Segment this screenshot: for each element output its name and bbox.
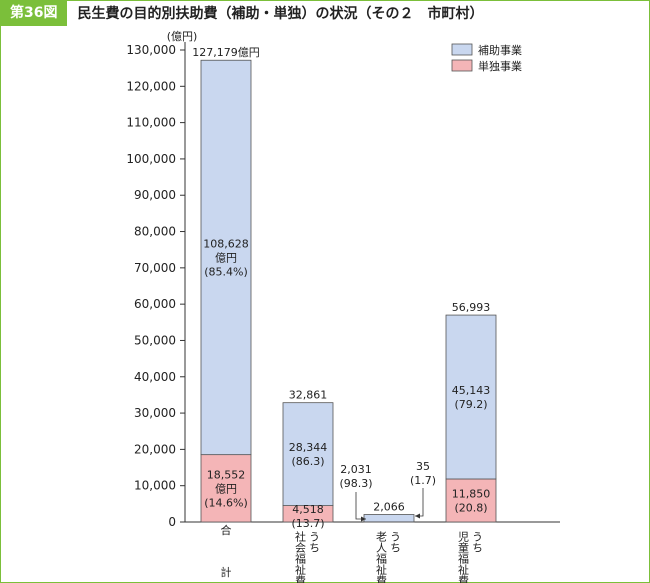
bar-subsidy-label: (79.2) xyxy=(454,398,487,411)
y-tick-label: 100,000 xyxy=(126,152,176,166)
category-label: うち xyxy=(389,531,402,553)
bar-subsidy xyxy=(200,59,252,456)
legend-label-independent: 単独事業 xyxy=(478,59,522,73)
bar-independent xyxy=(200,454,252,523)
bar-subsidy-label: 28,344 xyxy=(289,441,328,454)
y-tick-label: 80,000 xyxy=(134,225,176,239)
category-label: 合 xyxy=(221,523,232,537)
category-label: うち xyxy=(308,531,321,553)
callout-subsidy-arrow xyxy=(361,516,366,522)
callout-independent-leader xyxy=(415,488,424,517)
legend-swatch-subsidy xyxy=(451,43,473,56)
y-tick-label: 30,000 xyxy=(134,406,176,420)
bar-independent-label: 4,518 xyxy=(292,503,324,516)
y-tick-label: 60,000 xyxy=(134,297,176,311)
bar-independent-label: 億円 xyxy=(215,482,237,495)
figure-title: 民生費の目的別扶助費（補助・単独）の状況（その２ 市町村） xyxy=(77,6,484,22)
legend-label-subsidy: 補助事業 xyxy=(478,43,522,57)
callout-independent-label: 35 xyxy=(416,460,430,473)
callout-independent-arrow xyxy=(415,513,420,519)
category-label: 児童福祉費 xyxy=(457,531,470,583)
bar-independent-label: (14.6%) xyxy=(204,496,248,509)
y-tick-label: 50,000 xyxy=(134,333,176,347)
bar-subsidy xyxy=(282,402,334,506)
callout-subsidy-label: 2,031 xyxy=(340,463,372,476)
y-tick-label: 0 xyxy=(168,515,176,529)
category-label: 計 xyxy=(221,565,232,579)
figure-header: 第36図 民生費の目的別扶助費（補助・単独）の状況（その２ 市町村） xyxy=(0,0,650,26)
y-axis-unit-label: (億円) xyxy=(167,30,198,43)
y-tick-label: 70,000 xyxy=(134,261,176,275)
bar-total-label: 127,179億円 xyxy=(192,46,260,59)
y-tick-label: 130,000 xyxy=(126,43,176,57)
bar-subsidy-label: 億円 xyxy=(215,251,237,264)
bar-total-label: 56,993 xyxy=(452,301,491,314)
y-tick-label: 120,000 xyxy=(126,79,176,93)
bar-independent-label: 11,850 xyxy=(452,487,491,500)
callout-subsidy-label: (98.3) xyxy=(339,477,372,490)
bar-total-label: 32,861 xyxy=(289,389,328,402)
category-label: うち xyxy=(471,531,484,553)
bar-subsidy-label: 108,628 xyxy=(203,237,249,250)
bar-independent-label: 18,552 xyxy=(207,468,246,481)
y-tick-label: 10,000 xyxy=(134,479,176,493)
figure-badge: 第36図 xyxy=(0,0,68,26)
bar-subsidy-label: 45,143 xyxy=(452,384,491,397)
y-tick-label: 90,000 xyxy=(134,188,176,202)
y-tick-label: 40,000 xyxy=(134,370,176,384)
callout-independent-label: (1.7) xyxy=(410,474,436,487)
y-tick-label: 110,000 xyxy=(126,116,176,130)
bar-subsidy-label: (86.3) xyxy=(291,455,324,468)
bar-total-label: 2,066 xyxy=(373,500,405,513)
category-label: 老人福祉費 xyxy=(375,531,388,583)
category-label: 社会福祉費 xyxy=(294,530,307,583)
y-tick-label: 20,000 xyxy=(134,442,176,456)
bar-independent-label: (20.8) xyxy=(454,501,487,514)
bar-independent-label: (13.7) xyxy=(291,517,324,530)
legend-swatch-independent xyxy=(451,59,473,72)
bar-subsidy xyxy=(363,514,415,523)
bar-subsidy xyxy=(445,314,497,480)
bar-subsidy-label: (85.4%) xyxy=(204,265,248,278)
